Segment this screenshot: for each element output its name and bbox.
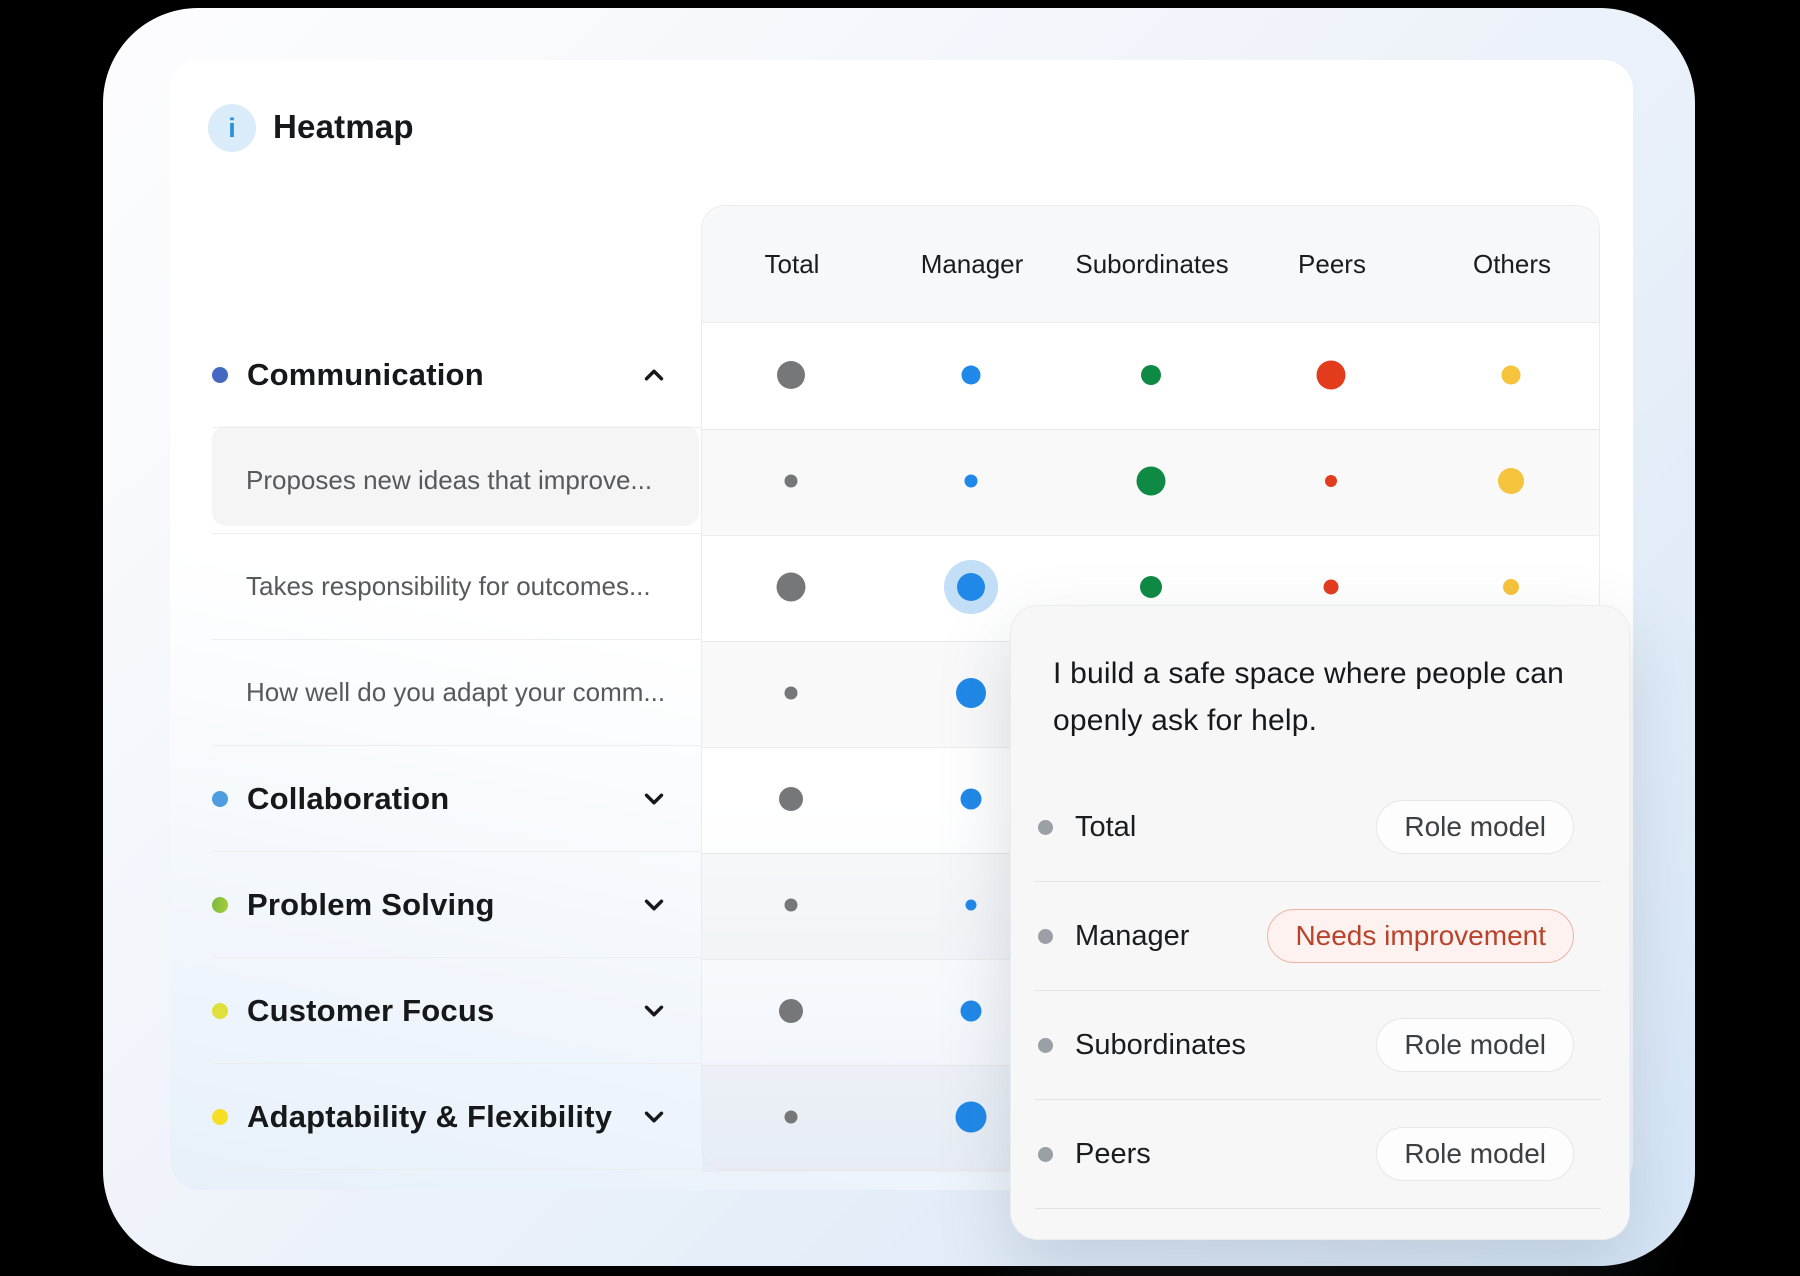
- tooltip-row-manager: Manager Needs improvement: [1035, 882, 1601, 991]
- info-icon[interactable]: i: [208, 104, 256, 152]
- page-title: Heatmap: [273, 108, 414, 145]
- heatmap-dot-manager[interactable]: [960, 1000, 982, 1022]
- heatmap-dot-total[interactable]: [777, 361, 805, 389]
- heatmap-dot-subordinates[interactable]: [1136, 466, 1166, 496]
- tooltip-quote: I build a safe space where people can op…: [1053, 657, 1565, 737]
- question-label: Proposes new ideas that improve...: [246, 465, 653, 495]
- chevron-down-icon[interactable]: [636, 993, 672, 1029]
- column-header-manager: Manager: [920, 249, 1024, 279]
- heatmap-dot-manager[interactable]: [957, 573, 985, 601]
- column-header-total: Total: [764, 249, 820, 279]
- category-row-collaboration[interactable]: Collaboration: [212, 746, 701, 852]
- heatmap-dot-manager[interactable]: [955, 1101, 987, 1133]
- rater-label: Total: [1075, 810, 1137, 843]
- category-bullet-icon: [212, 896, 228, 913]
- chevron-up-icon[interactable]: [636, 357, 672, 393]
- tooltip-row-peers: Peers Role model: [1035, 1100, 1601, 1209]
- chevron-down-icon[interactable]: [636, 887, 672, 923]
- heatmap-dot-manager[interactable]: [961, 365, 981, 385]
- status-badge: Role model: [1376, 1127, 1574, 1181]
- category-bullet-icon: [212, 1108, 228, 1125]
- heatmap-dot-subordinates[interactable]: [1140, 576, 1162, 598]
- heatmap-dot-others[interactable]: [1498, 468, 1524, 494]
- rater-bullet-icon: [1038, 1146, 1053, 1162]
- heatmap-dot-manager[interactable]: [965, 899, 977, 911]
- question-highlight: [212, 426, 699, 526]
- chevron-down-icon[interactable]: [636, 1099, 672, 1135]
- category-bullet-icon: [212, 790, 228, 807]
- heatmap-dot-manager[interactable]: [956, 678, 986, 708]
- row-divider: [702, 535, 1599, 536]
- category-label: Problem Solving: [247, 886, 495, 922]
- column-header-others: Others: [1472, 249, 1552, 279]
- dot-detail-tooltip: I build a safe space where people can op…: [1010, 605, 1630, 1240]
- status-badge: Role model: [1376, 1018, 1574, 1072]
- category-label: Customer Focus: [247, 992, 495, 1028]
- question-row: Takes responsibility for outcomes...: [212, 534, 701, 640]
- rater-label: Manager: [1075, 919, 1190, 952]
- category-row-adaptability-flexibility[interactable]: Adaptability & Flexibility: [212, 1064, 701, 1170]
- heatmap-dot-total[interactable]: [779, 999, 803, 1023]
- question-row: Proposes new ideas that improve...: [212, 428, 701, 534]
- row-divider: [702, 429, 1599, 430]
- heatmap-dot-peers[interactable]: [1316, 360, 1346, 390]
- heatmap-dot-total[interactable]: [784, 898, 798, 912]
- rater-label: Subordinates: [1075, 1028, 1246, 1061]
- heatmap-dot-total[interactable]: [784, 686, 798, 700]
- category-row-customer-focus[interactable]: Customer Focus: [212, 958, 701, 1064]
- heatmap-dot-total[interactable]: [784, 474, 798, 488]
- question-label: How well do you adapt your comm...: [246, 677, 666, 707]
- heatmap-dot-total[interactable]: [779, 787, 803, 811]
- question-label: Takes responsibility for outcomes...: [246, 571, 651, 601]
- category-label: Adaptability & Flexibility: [247, 1098, 613, 1134]
- heatmap-dot-peers[interactable]: [1325, 475, 1337, 487]
- category-row-problem-solving[interactable]: Problem Solving: [212, 852, 701, 958]
- status-badge: Needs improvement: [1267, 909, 1574, 963]
- heatmap-dot-manager[interactable]: [964, 474, 978, 488]
- category-label: Collaboration: [247, 780, 450, 816]
- heatmap-dot-total[interactable]: [784, 1110, 798, 1124]
- heatmap-dot-manager[interactable]: [960, 788, 982, 810]
- table-header: [702, 206, 1599, 323]
- question-row: How well do you adapt your comm...: [212, 640, 701, 746]
- heatmap-dot-others[interactable]: [1501, 365, 1521, 385]
- category-label: Communication: [247, 356, 484, 392]
- heatmap-dot-peers[interactable]: [1323, 579, 1339, 595]
- rater-bullet-icon: [1038, 1037, 1053, 1053]
- tooltip-row-subordinates: Subordinates Role model: [1035, 991, 1601, 1100]
- category-row-communication[interactable]: Communication: [212, 322, 701, 428]
- column-header-peers: Peers: [1298, 249, 1366, 279]
- heatmap-dot-subordinates[interactable]: [1141, 365, 1161, 385]
- category-bullet-icon: [212, 366, 228, 383]
- rater-bullet-icon: [1038, 819, 1053, 835]
- heatmap-dot-total[interactable]: [776, 572, 806, 602]
- column-header-subordinates: Subordinates: [1075, 249, 1229, 279]
- rater-label: Peers: [1075, 1137, 1151, 1170]
- chevron-down-icon[interactable]: [636, 781, 672, 817]
- status-badge: Role model: [1376, 800, 1574, 854]
- category-bullet-icon: [212, 1002, 228, 1019]
- rater-bullet-icon: [1038, 928, 1053, 944]
- tooltip-row-total: Total Role model: [1035, 773, 1601, 882]
- heatmap-dot-others[interactable]: [1503, 579, 1519, 595]
